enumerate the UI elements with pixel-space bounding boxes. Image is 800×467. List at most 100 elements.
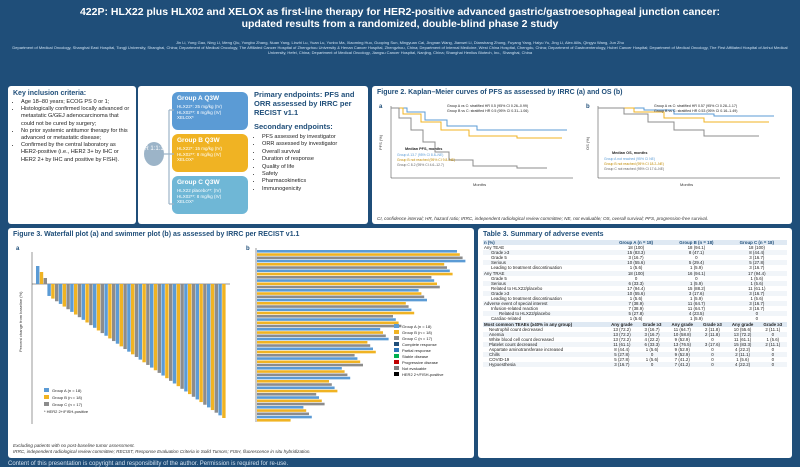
swimmer-bar xyxy=(257,311,415,315)
table-cell: 18 (100) xyxy=(627,245,645,251)
waterfall-bar xyxy=(195,284,199,400)
waterfall-bar xyxy=(93,284,97,328)
table-cell: 3 (16.7) xyxy=(628,255,644,261)
waterfall-bar xyxy=(210,284,215,411)
table-cell: 3 (16.7) xyxy=(749,255,765,261)
swimmer-legend-swatch xyxy=(394,336,399,340)
table-cell: 11 (61.1) xyxy=(605,341,638,347)
waterfall-bar xyxy=(39,272,44,284)
waterfall-bar xyxy=(62,284,66,307)
table-header-cell: Group C (n = 18) xyxy=(726,240,787,246)
swimmer-bar xyxy=(257,419,291,422)
km-os-curve-group-b xyxy=(598,107,769,123)
table-row: COVID-19 5 (27.8) 1 (5.6) 7 (41.2) 0 1 (5.6) 0 xyxy=(483,357,787,362)
waterfall-bar xyxy=(134,284,139,357)
waterfall-bar xyxy=(184,284,188,392)
table-subheader-cell: Any grade xyxy=(605,321,638,327)
waterfall-bar xyxy=(70,284,74,312)
swimmer-legend-label: HER2 2+/FISH-positive xyxy=(402,372,444,377)
table-cell: 1 (5.6) xyxy=(726,280,787,286)
table-cell: Cardiac-related xyxy=(491,316,522,322)
adverse-events-table: n (%) Group A (n = 18) Group B (n = 18) Gro… xyxy=(483,240,787,368)
waterfall-legend: Group A (n = 18) Group B (n = 18) Group … xyxy=(44,388,89,414)
table-cell: 3 (16.7) xyxy=(749,306,765,312)
table-cell: 9 (52.9) xyxy=(666,352,699,358)
table-cell: 1 (5.9) xyxy=(690,316,703,322)
km-pfs-label: a xyxy=(379,104,383,110)
table-cell: 15 (83.3) xyxy=(605,250,667,256)
km-os-plot: b OS (%) Months Group A vs C: stratified… xyxy=(584,100,784,206)
table-subheader-row: Most common TEAEs (≥40% in any group) Any… xyxy=(483,321,787,327)
table-row: Aspartate aminotransferase increased 8 (4… xyxy=(483,347,787,352)
table-cell: 17 (94.4) xyxy=(627,285,645,291)
table-cell: 1 (5.9) xyxy=(690,296,703,302)
swimmer-bar xyxy=(257,354,355,357)
swimmer-bar xyxy=(257,409,307,412)
swimmer-bar xyxy=(257,337,389,341)
table-row: Platelet count decreased 11 (61.1) 6 (33.3… xyxy=(483,341,787,347)
waterfall-bar xyxy=(172,284,177,384)
table-subheader-cell: Any grade xyxy=(666,321,699,327)
waterfall-bar xyxy=(222,284,226,418)
table-cell: Adverse event of special interest xyxy=(483,301,606,307)
swimmer-bar xyxy=(257,292,422,295)
table-row: Grade 5 3 (16.7) 0 3 (16.7) xyxy=(483,255,787,260)
swimmer-bar xyxy=(257,415,312,419)
table-cell: 3 (16.7) xyxy=(726,301,787,307)
swimmer-bar xyxy=(257,367,342,370)
secondary-endpoint: Immunogenicity xyxy=(262,186,364,193)
km-pfs-curve-group-b xyxy=(391,107,562,139)
table-row: Adverse event of special interest 7 (38.9… xyxy=(483,301,787,307)
swimmer-bar xyxy=(257,396,319,399)
swimmer-bar xyxy=(257,266,447,269)
swimmer-legend-label: Stable disease xyxy=(402,354,429,359)
table-cell: 1 (5.6) xyxy=(766,336,780,342)
table-cell: 11 (64.7) xyxy=(673,326,691,332)
table-cell: 6 (33.3) xyxy=(605,280,667,286)
table-cell: 5 (27.8) xyxy=(605,352,638,358)
swimmer-bar xyxy=(257,302,406,305)
swimmer-legend-swatch xyxy=(394,372,399,376)
table-cell: 2 (11.1) xyxy=(726,352,759,358)
treatment-group-a: Group A Q3W HLX22*: 25 mg/kg (IV) HLX02**:… xyxy=(172,92,248,130)
randomization-node: R 1:1:1 xyxy=(144,142,164,166)
table-row: Serious 6 (33.3) 1 (5.9) 1 (5.6) xyxy=(483,280,787,286)
table-row: Leading to treatment discontinuation 1 (5… xyxy=(483,265,787,270)
waterfall-bar xyxy=(188,284,192,395)
table-cell: 2 (11.8) xyxy=(698,331,727,337)
swimmer-bar xyxy=(257,402,325,406)
swimmer-legend-label: Complete response xyxy=(402,342,437,347)
group-regimen-line: XELOX* xyxy=(177,157,194,163)
km-pfs-ylabel: PFS (%) xyxy=(378,134,383,150)
secondary-endpoints-list: PFS assessed by investigatorORR assessed… xyxy=(254,134,364,193)
km-os-curve-group-a xyxy=(598,107,774,117)
svg-text:b: b xyxy=(246,246,250,252)
table-cell: Any TEAE xyxy=(484,245,505,251)
group-regimen-line: HLX22 placebo**: (IV) xyxy=(177,188,222,193)
table-cell: 1 (5.6) xyxy=(645,346,659,352)
group-regimen-line: HLX02**: 8 mg/kg (IV) xyxy=(177,151,222,157)
waterfall-bar xyxy=(66,284,70,310)
secondary-endpoint: ORR assessed by investigator xyxy=(262,141,364,148)
swimmer-legend-swatch xyxy=(394,330,399,334)
km-pfs-legend-c: Group C 8.2 (95% CI 4.6–12.7) xyxy=(397,163,444,167)
swimmer-bar xyxy=(257,315,393,318)
swimmer-legend-label: Partial response xyxy=(402,348,432,353)
table-row: White blood cell count decreased 13 (72.2… xyxy=(483,337,787,342)
waterfall-plot: a Percent change from baseline (%) Group… xyxy=(16,246,230,424)
table-cell: 0 xyxy=(698,352,727,358)
swimmer-bar xyxy=(257,383,332,386)
km-os-label: b xyxy=(586,104,590,110)
km-pfs-median-title: Median PFS, months xyxy=(405,147,442,151)
waterfall-bar xyxy=(51,284,55,299)
figure-3-footnotes: Excluding patients with no post-baseline… xyxy=(13,443,311,455)
table-cell: 0 xyxy=(698,362,727,368)
waterfall-bar xyxy=(165,284,169,379)
waterfall-bar xyxy=(131,284,135,355)
swimmer-legend-swatch xyxy=(394,348,399,352)
swimmer-bar xyxy=(257,344,371,347)
table-cell: Grade 5 xyxy=(491,275,507,281)
swimmer-bar xyxy=(257,272,453,276)
swimmer-bar xyxy=(257,324,402,328)
swimmer-legend-label: Not evaluable xyxy=(402,366,427,371)
